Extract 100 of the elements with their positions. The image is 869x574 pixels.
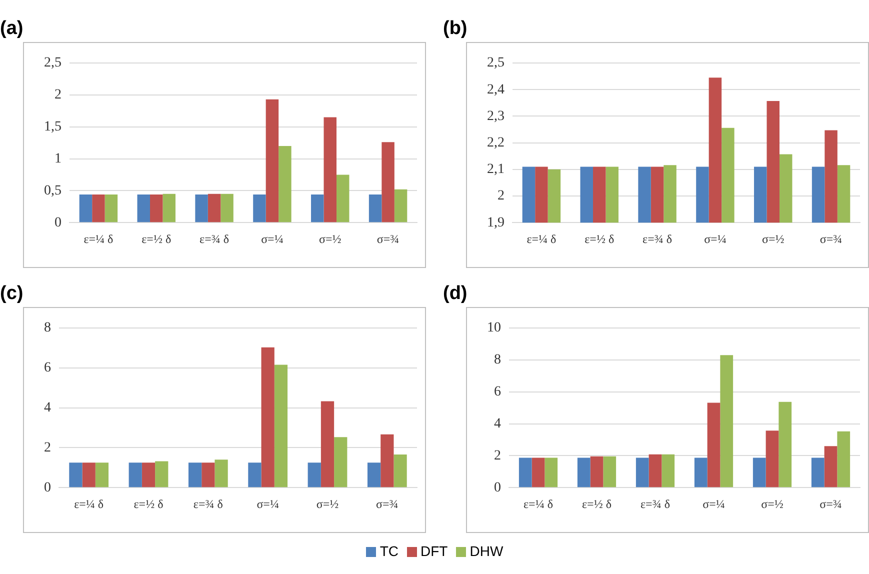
bar bbox=[320, 401, 334, 488]
x-tick-label: σ=½ bbox=[762, 232, 784, 246]
bar bbox=[104, 194, 118, 222]
y-tick-label: 2 bbox=[54, 88, 62, 103]
x-tick-label: σ=¼ bbox=[261, 232, 284, 246]
bar bbox=[274, 364, 288, 488]
y-tick-label: 0 bbox=[44, 480, 51, 496]
x-tick-label: ε=½ δ bbox=[584, 232, 614, 246]
bar bbox=[694, 458, 708, 488]
x-tick-label: σ=¼ bbox=[256, 496, 279, 511]
chart-title: (a) bbox=[0, 18, 24, 40]
bar bbox=[720, 355, 734, 488]
bar bbox=[278, 146, 292, 222]
bar bbox=[394, 454, 407, 488]
y-tick-label: 2,3 bbox=[487, 108, 504, 124]
bar bbox=[367, 462, 381, 488]
bar bbox=[394, 189, 408, 222]
bar bbox=[214, 460, 228, 488]
x-tick-label: ε=¾ δ bbox=[200, 232, 230, 246]
bar bbox=[162, 194, 176, 222]
chart-title: (c) bbox=[0, 283, 24, 305]
bar bbox=[334, 437, 348, 488]
x-tick-label: ε=¼ δ bbox=[526, 232, 557, 246]
bar bbox=[128, 462, 142, 488]
bar bbox=[811, 458, 824, 488]
bar bbox=[69, 462, 82, 488]
x-tick-label: σ=¾ bbox=[376, 232, 400, 246]
y-tick-label: 2 bbox=[44, 440, 51, 456]
y-tick-label: 2,2 bbox=[487, 135, 504, 150]
bar bbox=[577, 458, 590, 488]
bar bbox=[368, 194, 382, 222]
x-tick-label: σ=½ bbox=[761, 496, 784, 511]
x-tick-label: ε=¾ δ bbox=[642, 232, 672, 246]
y-tick-label: 8 bbox=[44, 320, 51, 336]
bar bbox=[707, 402, 720, 488]
bar bbox=[590, 456, 604, 488]
y-tick-label: 10 bbox=[487, 320, 501, 336]
bar bbox=[752, 458, 766, 488]
x-tick-label: ε=¼ δ bbox=[84, 232, 114, 246]
y-tick-label: 2,4 bbox=[487, 82, 504, 98]
bar bbox=[95, 462, 109, 488]
bar bbox=[311, 194, 324, 222]
x-tick-label: σ=¼ bbox=[702, 496, 725, 511]
y-tick-label: 2 bbox=[498, 188, 504, 204]
y-tick-label: 6 bbox=[494, 384, 501, 400]
bar bbox=[766, 430, 779, 488]
bar bbox=[137, 194, 150, 222]
x-tick-label: ε=¾ δ bbox=[193, 496, 224, 511]
y-tick-label: 2,5 bbox=[487, 56, 504, 71]
bar bbox=[220, 194, 234, 222]
bar bbox=[544, 458, 558, 488]
y-tick-label: 2,1 bbox=[487, 162, 504, 178]
legend-label: DHW bbox=[468, 543, 504, 559]
bar bbox=[532, 458, 545, 488]
bar bbox=[188, 462, 202, 488]
bar bbox=[518, 458, 532, 488]
y-tick-label: 0 bbox=[54, 215, 62, 230]
x-tick-label: σ=¼ bbox=[704, 232, 726, 246]
bar bbox=[82, 462, 96, 488]
x-tick-label: ε=½ δ bbox=[134, 496, 164, 511]
bar bbox=[79, 194, 92, 222]
bar bbox=[261, 347, 274, 488]
bar bbox=[195, 194, 208, 222]
y-tick-label: 0 bbox=[494, 480, 501, 496]
bar bbox=[636, 458, 649, 488]
legend-label: DFT bbox=[420, 543, 448, 559]
x-tick-label: ε=¼ δ bbox=[74, 496, 104, 511]
y-tick-label: 2 bbox=[494, 448, 501, 464]
bar bbox=[662, 454, 675, 488]
x-tick-label: σ=¾ bbox=[820, 232, 842, 246]
x-tick-label: σ=½ bbox=[319, 232, 342, 246]
y-tick-label: 2,5 bbox=[44, 56, 62, 71]
bar bbox=[603, 456, 616, 488]
legend-label: TC bbox=[378, 543, 398, 559]
bar bbox=[336, 174, 350, 222]
bar bbox=[155, 461, 168, 488]
bar bbox=[648, 454, 662, 488]
bar bbox=[837, 431, 850, 488]
bar bbox=[824, 446, 838, 488]
bar bbox=[202, 462, 215, 488]
x-tick-label: σ=½ bbox=[316, 496, 339, 511]
chart-title: (b) bbox=[443, 18, 468, 40]
x-tick-label: σ=¾ bbox=[376, 496, 398, 511]
bar bbox=[324, 117, 336, 222]
bar bbox=[778, 402, 792, 488]
y-tick-label: 4 bbox=[494, 416, 501, 432]
x-tick-label: ε=½ δ bbox=[582, 496, 612, 511]
y-tick-label: 8 bbox=[494, 352, 501, 368]
x-tick-label: ε=¾ δ bbox=[640, 496, 670, 511]
x-tick-label: ε=¼ δ bbox=[524, 496, 554, 511]
y-tick-label: 6 bbox=[44, 360, 51, 376]
bar bbox=[142, 462, 156, 488]
y-tick-label: 4 bbox=[44, 400, 51, 416]
bar bbox=[92, 194, 105, 222]
bar bbox=[266, 99, 279, 222]
y-tick-label: 0,5 bbox=[44, 183, 62, 198]
y-tick-label: 1,5 bbox=[44, 120, 62, 135]
x-tick-label: ε=½ δ bbox=[142, 232, 172, 246]
bar bbox=[382, 142, 394, 222]
y-tick-label: 1 bbox=[54, 151, 62, 166]
